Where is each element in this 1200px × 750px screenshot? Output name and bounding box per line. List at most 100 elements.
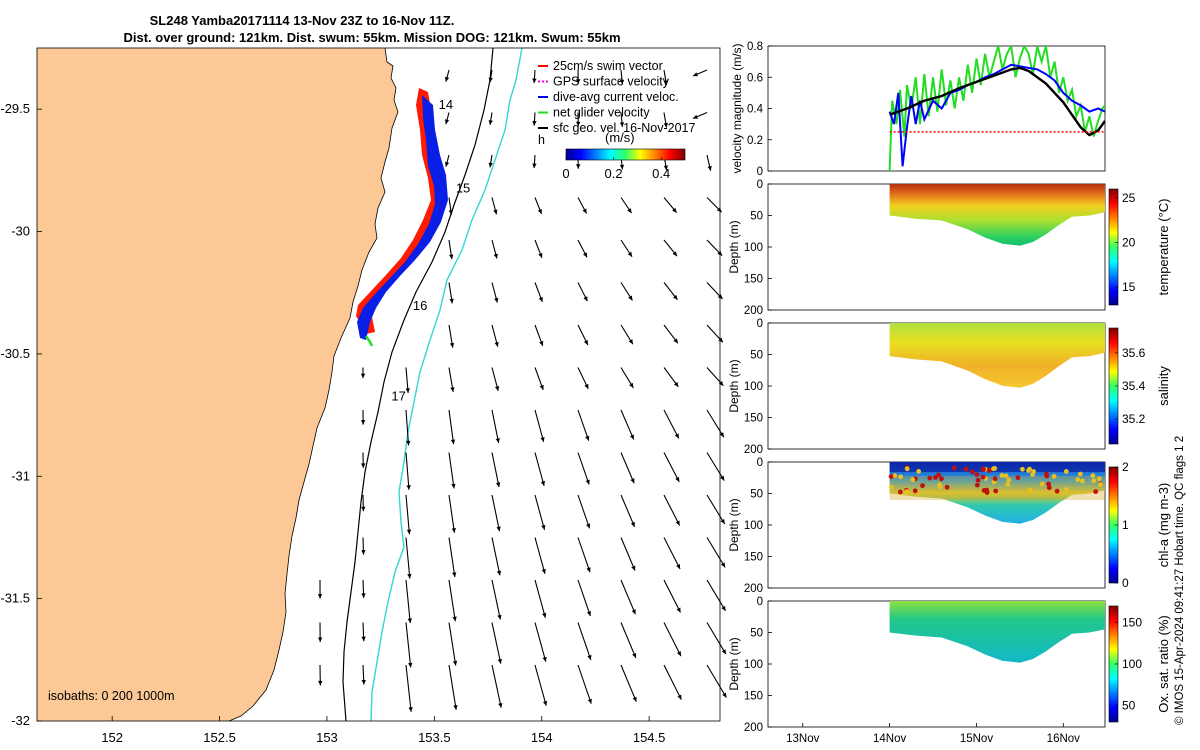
velocity-vector-head [720, 519, 725, 525]
velocity-vector-head [629, 382, 634, 388]
velocity-vector-head [448, 210, 453, 215]
velocity-vector-head [317, 637, 323, 642]
velocity-vector-head [496, 482, 501, 488]
velocity-vector-head [494, 341, 499, 347]
velocity-vector [620, 664, 637, 702]
velocity-vector [405, 494, 410, 535]
velocity-vector [663, 664, 682, 700]
chl-sample-dot [898, 474, 903, 480]
chl-sample-dot [936, 472, 941, 478]
velocity-vector [534, 452, 545, 486]
velocity-vector [706, 452, 725, 481]
chl-sample-dot [912, 488, 918, 494]
chl-sample-dot [974, 482, 980, 488]
velocity-vector-head [532, 78, 537, 84]
velocity-vector [448, 664, 457, 710]
velocity-vector-head [488, 77, 493, 83]
velocity-vector [706, 664, 727, 698]
colorbar-tick-label: 25 [1122, 191, 1136, 205]
velocity-vector-head [720, 475, 725, 481]
velocity-vector [577, 494, 591, 529]
section-ytick-label: 0 [757, 596, 763, 608]
day-label: 14 [439, 97, 453, 112]
coastline [228, 47, 399, 722]
velocity-vector [663, 537, 681, 570]
velocity-vector [405, 537, 411, 579]
day-label: 15 [456, 180, 470, 195]
velocity-vector [663, 452, 680, 483]
velocity-vector-head [586, 523, 591, 529]
velocity-vector [577, 409, 590, 441]
velocity-vector-head [498, 702, 503, 708]
chl-sample-dot [1098, 482, 1103, 487]
colorbar-units: (m/s) [605, 130, 635, 145]
surface-geo-velocity-vectors [317, 69, 727, 712]
velocity-vector-head [627, 251, 633, 257]
velocity-vector-head [585, 435, 590, 441]
chl-sample-dot [927, 475, 933, 481]
velocity-ylabel: velocity magnitude (m/s) [730, 43, 744, 173]
section-ytick-label: 50 [750, 211, 763, 223]
velocity-vector-head [406, 440, 411, 446]
velocity-vector [706, 579, 726, 612]
velocity-vector [706, 537, 726, 568]
velocity-vector-head [452, 572, 457, 578]
velocity-vector-head [707, 165, 712, 171]
velocity-vector-head [318, 680, 323, 686]
velocity-vector-head [317, 594, 323, 599]
velocity-vector-head [627, 208, 632, 214]
map-ytick-label: -31.5 [0, 591, 30, 606]
velocity-vector [706, 622, 727, 655]
velocity-vector-head [663, 165, 668, 171]
velocity-vector-head [361, 550, 366, 555]
velocity-vector-head [449, 342, 455, 348]
chl-sample-dot [999, 473, 1005, 478]
velocity-vector-head [408, 707, 413, 712]
section-ylabel: Depth (m) [727, 220, 741, 273]
section-panel: 0 50 100 150 200 Depth (m) 15 20 25 temperature (… [727, 179, 1171, 317]
section-ytick-label: 50 [750, 628, 763, 640]
velocity-vector-head [444, 76, 450, 82]
velocity-vector-head [494, 297, 499, 303]
velocity-vector-head [497, 614, 502, 620]
velocity-vector [663, 409, 680, 439]
velocity-vector-head [542, 656, 547, 662]
legend-label: dive-avg current veloc. [553, 90, 679, 104]
section-heatmap [889, 601, 1105, 663]
colorbar-tick-label: 0 [1122, 576, 1129, 590]
velocity-vector [577, 579, 591, 617]
isobath-1000m [370, 47, 523, 722]
velocity-vector-head [495, 438, 500, 444]
velocity-vector [448, 622, 457, 666]
colorbar-tick-label: 0.2 [605, 166, 623, 181]
day-label: 17 [391, 388, 405, 403]
colorbar-tick-label: 2 [1122, 460, 1129, 474]
chl-sample-dot [1044, 473, 1050, 479]
velocity-vector-head [361, 636, 366, 642]
map-xtick-label: 152.5 [203, 730, 236, 745]
chl-sample-dot [944, 484, 950, 490]
velocity-series-line [889, 66, 1105, 137]
velocity-series-line [888, 46, 1105, 171]
section-ytick-label: 150 [744, 413, 763, 425]
velocity-vector-head [585, 479, 590, 485]
velocity-vector-head [532, 120, 537, 126]
velocity-vector [577, 537, 591, 573]
chl-sample-dot [951, 465, 957, 471]
velocity-ytick-label: 0.2 [747, 135, 763, 147]
velocity-vector [491, 494, 501, 532]
velocity-vector-head [720, 562, 726, 568]
velocity-vector-head [538, 296, 543, 302]
velocity-vector [534, 579, 546, 618]
velocity-vector-head [721, 649, 726, 655]
velocity-vector-head [450, 387, 455, 392]
velocity-vector [577, 622, 592, 661]
colorbar-tick-label: 100 [1122, 657, 1142, 671]
isobaths-label: isobaths: 0 200 1000m [48, 689, 174, 703]
velocity-vector-head [721, 605, 726, 611]
velocity-vector [534, 622, 547, 662]
velocity-vector-head [408, 662, 413, 668]
colorbar-label: salinity [1156, 366, 1171, 406]
velocity-vector-head [444, 119, 450, 125]
